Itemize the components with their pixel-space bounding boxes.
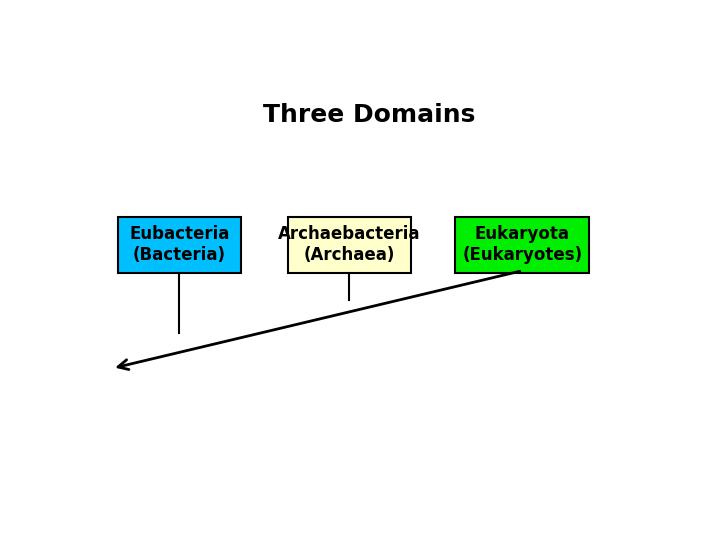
Text: Archaebacteria
(Archaea): Archaebacteria (Archaea) (278, 225, 420, 264)
Text: Three Domains: Three Domains (263, 103, 475, 127)
Bar (118, 217, 240, 273)
Text: Eubacteria
(Bacteria): Eubacteria (Bacteria) (129, 225, 230, 264)
Text: Eukaryota
(Eukaryotes): Eukaryota (Eukaryotes) (462, 225, 582, 264)
Bar (288, 217, 411, 273)
Bar (456, 217, 590, 273)
